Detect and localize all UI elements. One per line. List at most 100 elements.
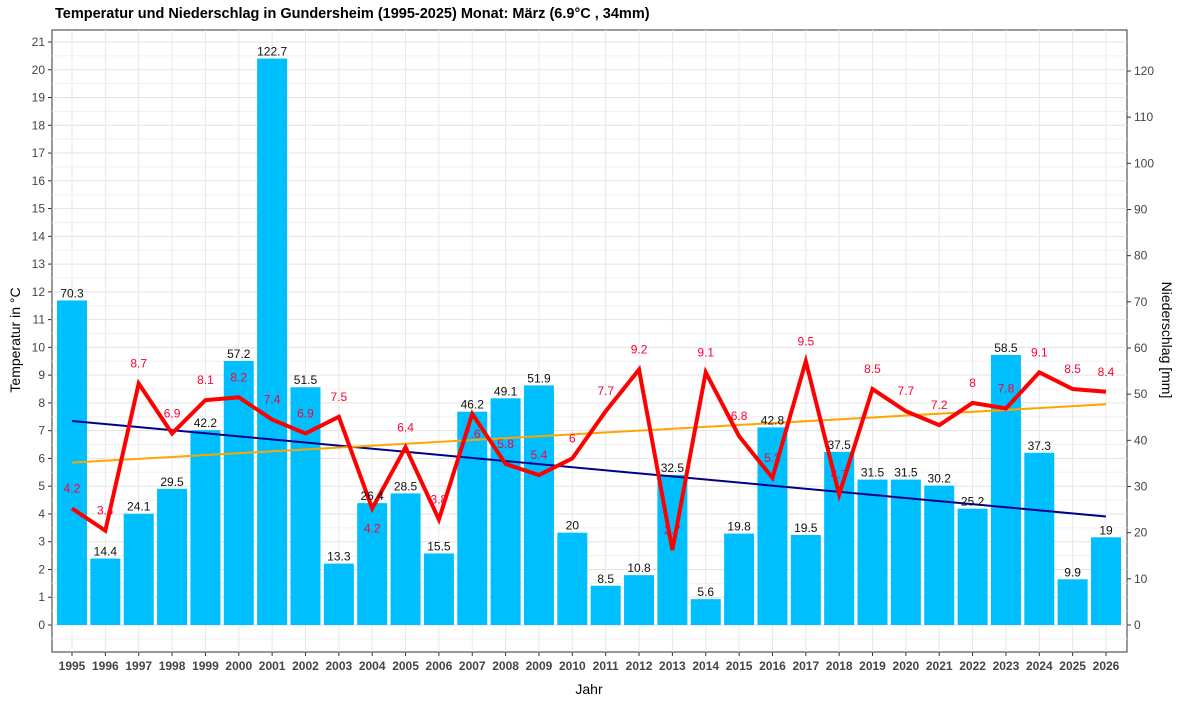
x-tick-label: 2012 <box>626 659 653 673</box>
temp-label-2010: 6 <box>569 431 576 445</box>
precip-label-2020: 31.5 <box>894 466 918 480</box>
y-left-tick-label: 17 <box>32 146 46 160</box>
y-left-tick-label: 0 <box>38 618 45 632</box>
x-tick-label: 1995 <box>59 659 86 673</box>
x-tick-label: 2016 <box>759 659 786 673</box>
precip-bar-2025 <box>1057 579 1088 625</box>
y-left-tick-label: 1 <box>38 590 45 604</box>
temp-label-2009: 5.4 <box>531 448 548 462</box>
x-tick-label: 2006 <box>426 659 453 673</box>
y-left-tick-label: 7 <box>38 424 45 438</box>
temp-label-2017: 9.5 <box>797 334 814 348</box>
precip-label-2004: 26.4 <box>361 489 385 503</box>
temp-label-2024: 9.1 <box>1031 345 1048 359</box>
x-tick-label: 1997 <box>125 659 152 673</box>
precip-label-2012: 10.8 <box>627 561 651 575</box>
precip-bar-2005 <box>390 493 421 625</box>
y-right-tick-label: 60 <box>1134 341 1148 355</box>
precip-bar-2018 <box>824 451 855 625</box>
precip-label-2019: 31.5 <box>861 466 885 480</box>
y-axis-left-label: Temperatur in °C <box>7 287 23 392</box>
y-left-tick-label: 19 <box>32 91 46 105</box>
precip-bar-2004 <box>357 503 388 625</box>
y-left-tick-label: 6 <box>38 451 45 465</box>
precip-label-2024: 37.3 <box>1028 439 1052 453</box>
y-left-tick-label: 16 <box>32 174 46 188</box>
y-left-tick-label: 11 <box>33 313 46 327</box>
temp-label-2008: 5.8 <box>497 437 514 451</box>
x-tick-label: 1996 <box>92 659 119 673</box>
x-tick-label: 2002 <box>292 659 319 673</box>
x-tick-label: 2004 <box>359 659 386 673</box>
precip-bar-2011 <box>590 585 621 625</box>
precip-label-2003: 13.3 <box>327 550 351 564</box>
y-right-tick-label: 20 <box>1134 526 1148 540</box>
x-tick-label: 2009 <box>526 659 553 673</box>
precip-bar-2022 <box>957 508 988 625</box>
precip-trend-line <box>71 419 1107 518</box>
precip-label-2025: 9.9 <box>1064 565 1081 579</box>
precip-bar-2010 <box>557 532 588 625</box>
temp-label-2003: 7.5 <box>330 390 347 404</box>
temp-label-1995: 4.2 <box>64 481 81 495</box>
temp-label-2018: 4.7 <box>831 468 848 482</box>
y-left-tick-label: 3 <box>38 535 45 549</box>
x-tick-label: 1998 <box>159 659 186 673</box>
y-left-tick-label: 18 <box>32 118 46 132</box>
precip-label-1996: 14.4 <box>94 545 118 559</box>
y-left-tick-label: 14 <box>32 229 46 243</box>
y-left-tick-label: 10 <box>32 340 46 354</box>
precip-bar-2024 <box>1024 452 1055 625</box>
precip-label-1995: 70.3 <box>60 286 84 300</box>
precip-bar-2008 <box>490 398 521 625</box>
x-tick-label: 2020 <box>893 659 920 673</box>
precip-label-2005: 28.5 <box>394 479 418 493</box>
y-right-tick-label: 100 <box>1134 156 1154 170</box>
x-tick-label: 2011 <box>593 659 619 673</box>
precip-label-2011: 8.5 <box>597 572 614 586</box>
precip-bar-2020 <box>890 479 921 625</box>
temp-label-2019: 8.5 <box>864 362 881 376</box>
temp-label-2001: 7.4 <box>264 393 281 407</box>
x-tick-label: 2000 <box>225 659 252 673</box>
precip-label-2006: 15.5 <box>427 539 451 553</box>
y-left-tick-label: 4 <box>38 507 45 521</box>
precip-label-1999: 42.2 <box>194 416 218 430</box>
precip-bar-2016 <box>757 427 788 625</box>
y-right-tick-label: 90 <box>1134 203 1148 217</box>
y-right-tick-label: 50 <box>1134 387 1148 401</box>
temp-label-2004: 4.2 <box>364 521 381 535</box>
x-tick-label: 2001 <box>259 659 286 673</box>
temp-label-2015: 6.8 <box>731 409 748 423</box>
x-tick-label: 2017 <box>792 659 819 673</box>
temp-label-2022: 8 <box>969 376 976 390</box>
x-tick-label: 2025 <box>1059 659 1086 673</box>
precip-label-2013: 32.5 <box>661 461 685 475</box>
x-tick-label: 2024 <box>1026 659 1053 673</box>
temp-label-1997: 8.7 <box>130 356 147 370</box>
precip-bar-2001 <box>257 58 288 626</box>
precip-bar-2015 <box>724 533 755 625</box>
x-tick-label: 2015 <box>726 659 753 673</box>
x-tick-label: 2008 <box>492 659 519 673</box>
temp-label-2014: 9.1 <box>697 345 714 359</box>
precip-label-2007: 46.2 <box>461 398 485 412</box>
precip-label-2021: 30.2 <box>928 472 952 486</box>
y-axis-right-label: Niederschlag [mm] <box>1159 282 1175 399</box>
y-left-tick-label: 9 <box>38 368 45 382</box>
y-right-tick-label: 80 <box>1134 249 1148 263</box>
chart-title: Temperatur und Niederschlag in Gundershe… <box>55 6 650 22</box>
y-right-tick-label: 30 <box>1134 480 1148 494</box>
temp-label-2005: 6.4 <box>397 420 414 434</box>
temp-label-2025: 8.5 <box>1064 362 1081 376</box>
precip-label-2002: 51.5 <box>294 373 318 387</box>
y-right-tick-label: 40 <box>1134 433 1148 447</box>
precip-label-2017: 19.5 <box>794 521 818 535</box>
temp-label-2023: 7.8 <box>998 381 1015 395</box>
temp-label-2006: 3.8 <box>431 493 448 507</box>
y-left-tick-label: 8 <box>38 396 45 410</box>
precip-bar-2006 <box>423 553 454 625</box>
precip-bar-1998 <box>157 488 188 625</box>
temp-label-2016: 5.3 <box>764 451 781 465</box>
